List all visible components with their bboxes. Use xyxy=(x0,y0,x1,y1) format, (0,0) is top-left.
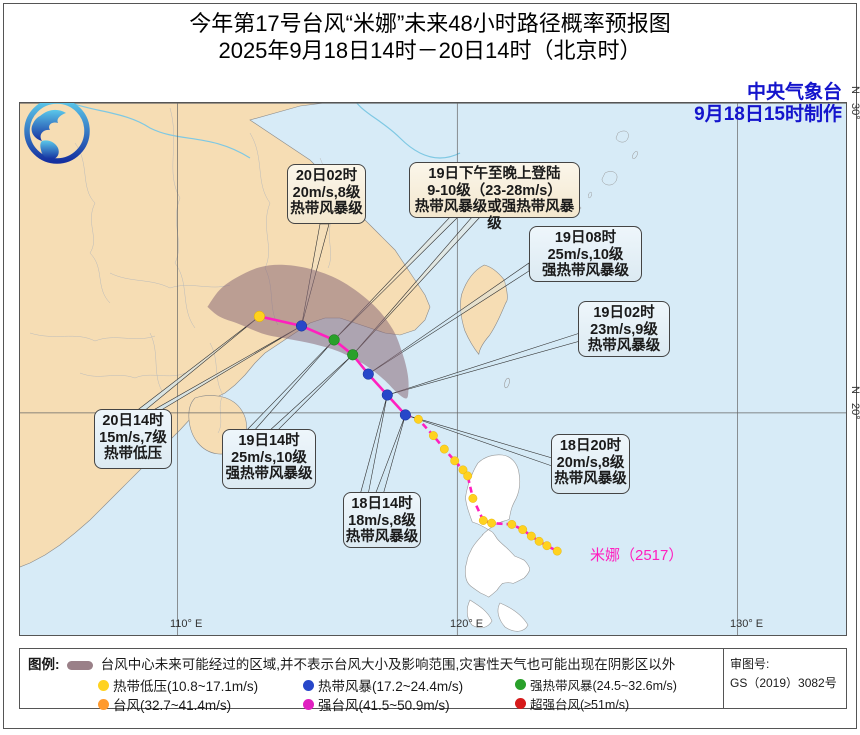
svg-text:米娜（2517）: 米娜（2517） xyxy=(590,547,683,564)
